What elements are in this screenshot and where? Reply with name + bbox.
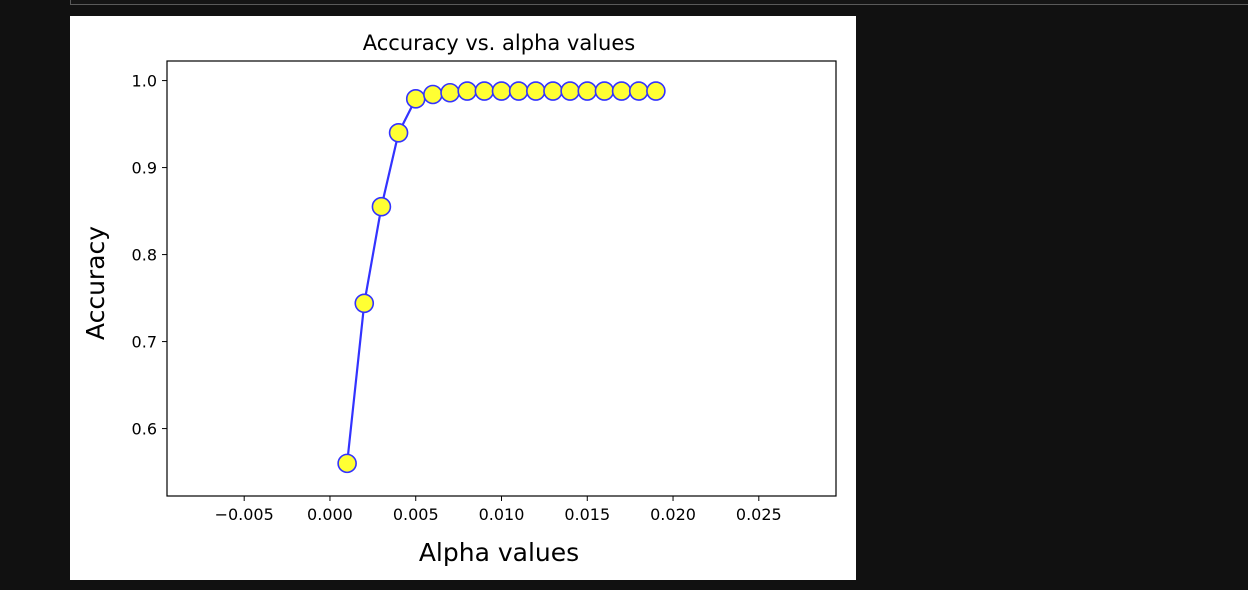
data-point-marker bbox=[423, 84, 443, 105]
data-point-marker bbox=[646, 81, 666, 101]
chart-figure: Accuracy vs. alpha values −0.005 0.000 0.0… bbox=[70, 16, 856, 580]
x-tick-label: 0.000 bbox=[307, 505, 353, 524]
x-tick-label: 0.025 bbox=[736, 505, 782, 524]
x-tick-label: 0.020 bbox=[650, 505, 696, 524]
data-point-marker bbox=[560, 81, 580, 101]
data-point-marker bbox=[508, 81, 529, 101]
x-tick-label: −0.005 bbox=[215, 505, 274, 524]
data-point-marker bbox=[405, 89, 426, 109]
data-point-marker bbox=[474, 81, 495, 101]
data-point-marker bbox=[371, 196, 392, 217]
data-point-marker bbox=[337, 453, 357, 474]
data-point-marker bbox=[440, 82, 460, 103]
data-point-marker bbox=[388, 122, 409, 143]
y-axis-label: Accuracy bbox=[81, 226, 110, 340]
data-point-marker bbox=[526, 81, 546, 101]
data-point-marker bbox=[628, 81, 649, 101]
chart-title: Accuracy vs. alpha values bbox=[363, 31, 635, 55]
x-tick-label: 0.005 bbox=[393, 505, 439, 524]
data-point-marker bbox=[457, 81, 477, 101]
x-tick-label: 0.015 bbox=[564, 505, 610, 524]
x-axis-label: Alpha values bbox=[419, 538, 579, 567]
y-tick-label: 0.7 bbox=[132, 333, 157, 352]
series-layer bbox=[337, 81, 666, 474]
data-point-marker bbox=[543, 81, 563, 101]
x-axis: −0.005 0.000 0.005 0.010 0.015 0.020 0.025 bbox=[215, 496, 782, 524]
y-tick-label: 1.0 bbox=[132, 72, 157, 91]
data-point-marker bbox=[354, 293, 375, 314]
data-point-marker bbox=[611, 81, 632, 101]
data-point-marker bbox=[577, 81, 598, 101]
y-tick-label: 0.6 bbox=[132, 420, 157, 439]
data-point-marker bbox=[491, 81, 512, 101]
accuracy-chart: Accuracy vs. alpha values −0.005 0.000 0.0… bbox=[81, 31, 837, 567]
y-tick-label: 0.8 bbox=[132, 246, 157, 265]
x-tick-label: 0.010 bbox=[479, 505, 525, 524]
y-axis: 0.6 0.7 0.8 0.9 1.0 bbox=[132, 72, 167, 439]
plot-area-frame bbox=[166, 60, 837, 497]
y-tick-label: 0.9 bbox=[132, 159, 157, 178]
previous-cell-output-border bbox=[70, 0, 1248, 5]
data-point-marker bbox=[594, 81, 615, 101]
